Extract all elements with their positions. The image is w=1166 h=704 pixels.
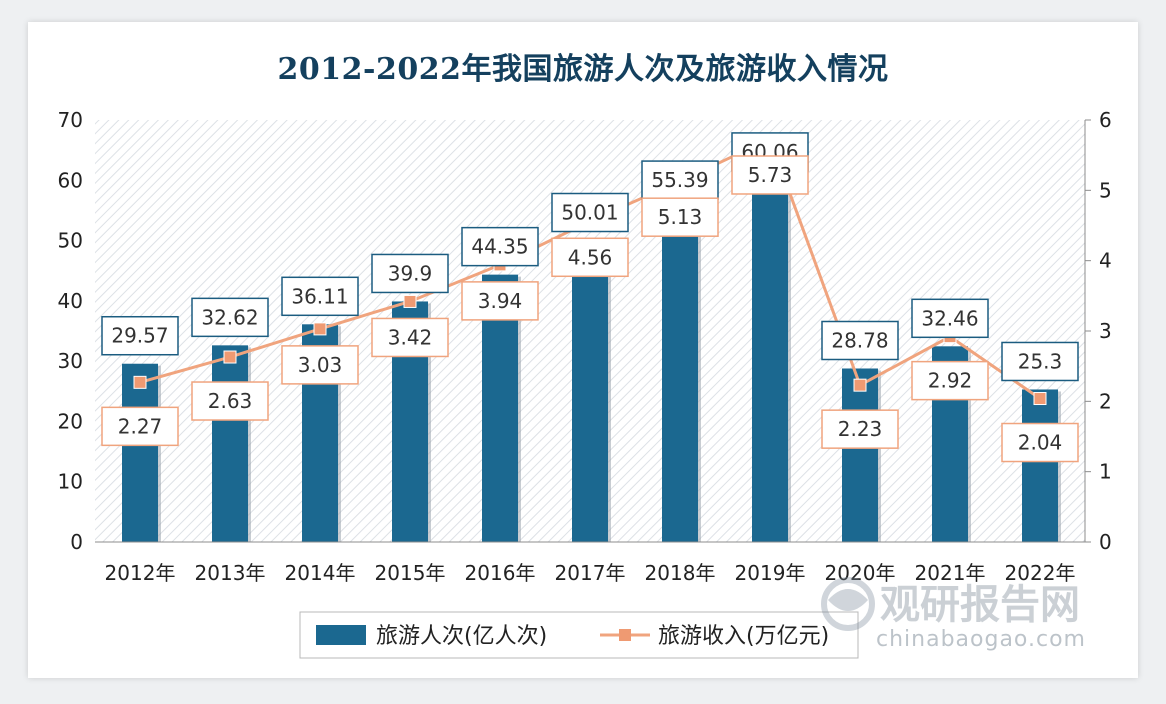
line-data-label-box	[911, 360, 989, 401]
bar-data-label-box	[101, 315, 179, 356]
chart-svg: 29.5732.6236.1139.944.3550.0155.3960.062…	[58, 108, 1112, 659]
right-tick-label: 6	[1099, 108, 1112, 132]
legend-bar-swatch	[316, 625, 366, 645]
bar	[1022, 389, 1058, 542]
legend-bar-label: 旅游人次(亿人次)	[376, 624, 547, 649]
line-data-label: 3.42	[388, 325, 433, 349]
x-tick-label: 2012年	[105, 561, 176, 585]
left-tick-label: 60	[58, 168, 83, 192]
x-tick-label: 2021年	[915, 561, 986, 585]
x-tick-label: 2015年	[375, 561, 446, 585]
bar-data-label: 39.9	[388, 261, 433, 285]
left-tick-label: 10	[58, 470, 83, 494]
bar-data-label-box	[911, 298, 989, 339]
watermark-cn: 观研报告网	[880, 582, 1080, 628]
right-tick-label: 5	[1099, 178, 1112, 202]
x-tick-label: 2018年	[645, 561, 716, 585]
line-marker	[133, 375, 147, 389]
right-tick-label: 2	[1099, 389, 1112, 413]
line-data-label: 2.63	[208, 389, 253, 413]
left-tick-label: 70	[58, 108, 83, 132]
watermark-logo-ring	[821, 577, 875, 631]
bar-data-label-box	[821, 320, 899, 361]
line-data-label-box	[821, 409, 899, 449]
line-data-label-box	[371, 317, 449, 358]
bar	[842, 368, 878, 542]
left-tick-label: 30	[58, 349, 83, 373]
bar-data-label-box	[1001, 341, 1079, 382]
line-data-label-box	[731, 155, 809, 195]
line-data-label-box	[551, 237, 629, 278]
bar-data-label: 55.39	[651, 168, 708, 192]
bar-data-label: 32.62	[201, 305, 258, 329]
bar-data-label-box	[461, 226, 539, 267]
left-tick-label: 40	[58, 289, 83, 313]
bar-data-label: 32.46	[921, 306, 978, 330]
line-marker	[853, 378, 867, 392]
watermark-en: chinabaogao.com	[876, 627, 1086, 652]
bar	[122, 363, 158, 542]
line-data-label: 2.04	[1018, 431, 1063, 455]
line-data-label: 5.13	[658, 205, 703, 229]
bar-data-label: 28.78	[831, 328, 888, 352]
left-tick-label: 20	[58, 409, 83, 433]
line-data-label: 5.73	[748, 163, 793, 187]
bar	[752, 179, 788, 542]
bar-data-label: 50.01	[561, 201, 618, 225]
line-data-label-box	[1001, 422, 1079, 463]
bar-data-label: 25.3	[1018, 349, 1063, 373]
x-tick-label: 2022年	[1005, 561, 1076, 585]
bar-data-label-box	[641, 160, 719, 200]
x-tick-label: 2016年	[465, 561, 536, 585]
line-data-label-box	[461, 281, 539, 321]
line-data-label-box	[281, 345, 359, 385]
bar	[212, 345, 248, 542]
bar-data-label: 29.57	[111, 324, 168, 348]
x-tick-label: 2017年	[555, 561, 626, 585]
line-marker	[403, 294, 417, 308]
legend-box	[299, 611, 859, 659]
x-tick-label: 2013年	[195, 561, 266, 585]
bar-data-label-box	[551, 192, 629, 233]
line-data-label: 2.23	[838, 417, 883, 441]
x-tick-label: 2019年	[735, 561, 806, 585]
line-data-label: 3.03	[298, 353, 343, 377]
right-tick-label: 4	[1099, 249, 1112, 273]
line-data-label: 2.27	[118, 414, 163, 438]
x-tick-label: 2020年	[825, 561, 896, 585]
left-tick-label: 50	[58, 229, 83, 253]
chart-title: 2012-2022年我国旅游人次及旅游收入情况	[277, 52, 889, 87]
watermark-logo-eye	[828, 589, 868, 611]
bar-data-label-box	[281, 276, 359, 317]
x-tick-label: 2014年	[285, 561, 356, 585]
bar	[572, 240, 608, 542]
line-data-label-box	[191, 381, 269, 421]
bar	[662, 208, 698, 542]
line-marker	[313, 322, 327, 336]
watermark-logo-icon	[821, 577, 875, 631]
legend-line-marker	[619, 629, 631, 641]
bar-data-label-box	[371, 253, 449, 294]
line-data-label: 4.56	[568, 245, 613, 269]
line-data-label-box	[641, 197, 719, 237]
right-tick-label: 3	[1099, 319, 1112, 343]
line-data-label-box	[101, 406, 179, 447]
right-tick-label: 1	[1099, 460, 1112, 484]
line-marker	[223, 350, 237, 364]
line-data-label: 2.92	[928, 369, 973, 393]
bar-data-label: 44.35	[471, 235, 528, 259]
line-marker	[1033, 392, 1047, 406]
bar-data-label-box	[191, 297, 269, 338]
left-tick-label: 0	[70, 530, 83, 554]
legend-line-label: 旅游收入(万亿元)	[658, 624, 829, 649]
right-tick-label: 0	[1099, 530, 1112, 554]
chart-card: 2012-2022年我国旅游人次及旅游收入情况 29.57 32.62 36.11 3…	[28, 22, 1138, 678]
bar-data-label: 36.11	[291, 284, 348, 308]
line-data-label: 3.94	[478, 289, 523, 313]
